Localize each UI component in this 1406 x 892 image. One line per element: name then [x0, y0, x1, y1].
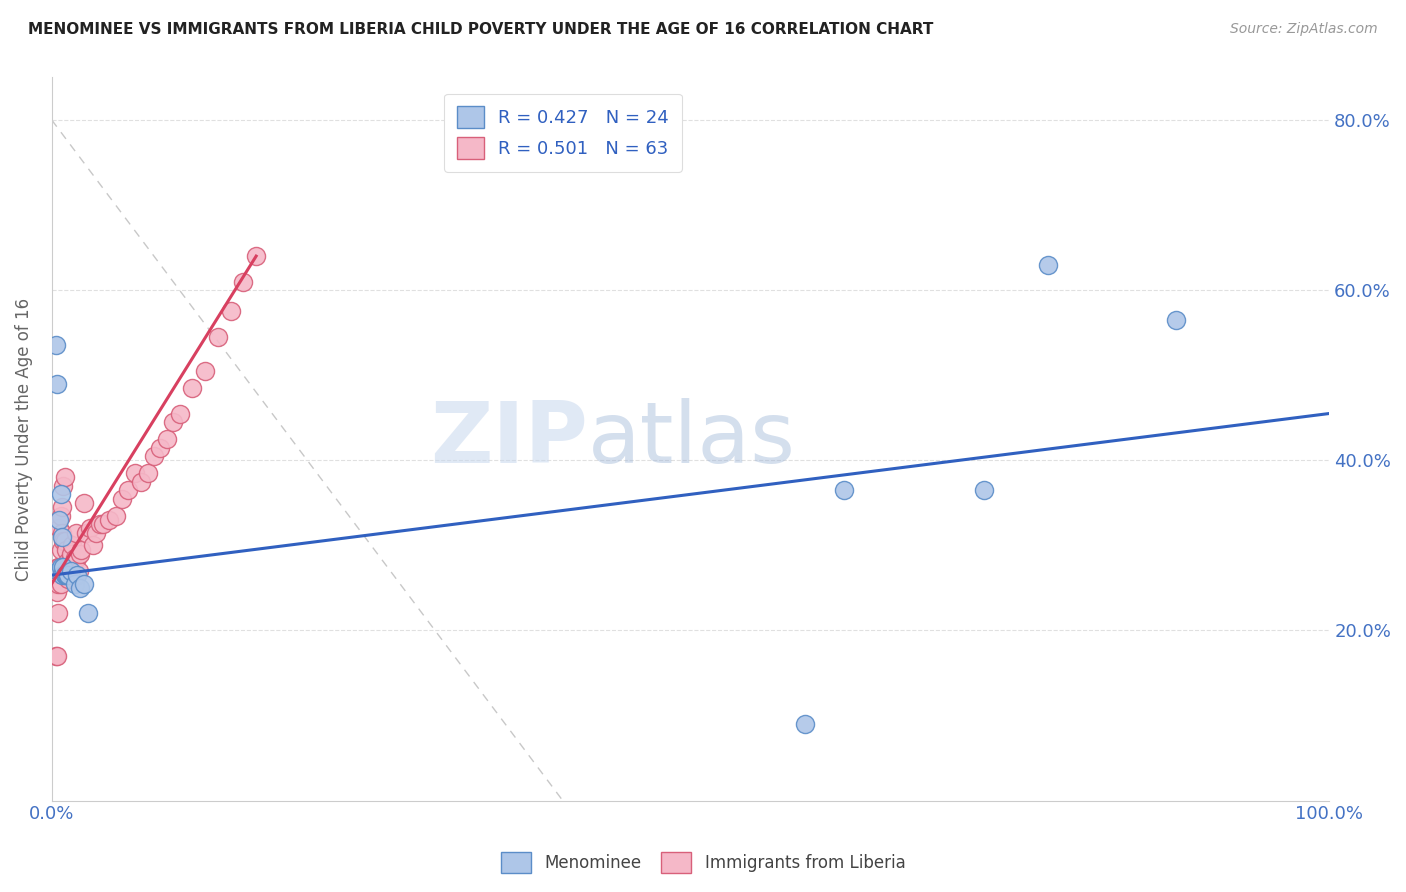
Point: [49, 487, 72, 501]
Point: [794, 717, 817, 731]
Point: [51, 500, 73, 514]
Point: [56, 555, 79, 569]
Point: [82, 538, 104, 552]
Point: [59, 547, 82, 561]
Point: [69, 547, 91, 561]
Point: [111, 491, 134, 506]
Point: [63, 576, 86, 591]
Point: [67, 564, 90, 578]
Point: [58, 573, 80, 587]
Text: Source: ZipAtlas.com: Source: ZipAtlas.com: [1230, 22, 1378, 37]
Point: [73, 576, 96, 591]
Point: [1164, 313, 1187, 327]
Point: [53, 470, 76, 484]
Point: [48, 513, 70, 527]
Point: [162, 415, 184, 429]
Legend: Menominee, Immigrants from Liberia: Menominee, Immigrants from Liberia: [494, 846, 912, 880]
Point: [89, 517, 111, 532]
Point: [59, 551, 82, 566]
Point: [49, 559, 72, 574]
Point: [149, 441, 172, 455]
Point: [46, 607, 69, 621]
Point: [45, 648, 67, 663]
Point: [51, 525, 73, 540]
Point: [51, 568, 73, 582]
Point: [52, 559, 75, 574]
Point: [60, 538, 83, 552]
Point: [46, 576, 69, 591]
Point: [65, 525, 87, 540]
Point: [66, 551, 89, 566]
Text: MENOMINEE VS IMMIGRANTS FROM LIBERIA CHILD POVERTY UNDER THE AGE OF 16 CORRELATI: MENOMINEE VS IMMIGRANTS FROM LIBERIA CHI…: [28, 22, 934, 37]
Point: [52, 534, 75, 549]
Point: [59, 564, 82, 578]
Point: [86, 525, 108, 540]
Point: [207, 330, 229, 344]
Point: [76, 607, 98, 621]
Point: [48, 521, 70, 535]
Point: [129, 475, 152, 489]
Point: [194, 364, 217, 378]
Point: [45, 585, 67, 599]
Point: [156, 432, 179, 446]
Point: [1038, 258, 1060, 272]
Point: [52, 479, 75, 493]
Point: [104, 508, 127, 523]
Point: [55, 568, 77, 582]
Point: [53, 568, 76, 582]
Point: [52, 568, 75, 582]
Text: ZIP: ZIP: [430, 398, 588, 481]
Point: [44, 576, 66, 591]
Point: [58, 568, 80, 582]
Point: [181, 381, 204, 395]
Point: [46, 559, 69, 574]
Point: [69, 581, 91, 595]
Point: [142, 449, 165, 463]
Point: [98, 513, 121, 527]
Point: [91, 517, 114, 532]
Point: [62, 559, 84, 574]
Point: [45, 648, 67, 663]
Point: [55, 542, 77, 557]
Point: [53, 534, 76, 549]
Point: [49, 576, 72, 591]
Point: [245, 249, 267, 263]
Point: [79, 521, 101, 535]
Point: [219, 304, 242, 318]
Point: [169, 407, 191, 421]
Point: [51, 564, 73, 578]
Point: [49, 542, 72, 557]
Point: [232, 275, 254, 289]
Point: [51, 530, 73, 544]
Point: [73, 496, 96, 510]
Point: [60, 559, 83, 574]
Point: [55, 568, 77, 582]
Point: [45, 376, 67, 391]
Point: [45, 338, 67, 352]
Point: [66, 568, 89, 582]
Y-axis label: Child Poverty Under the Age of 16: Child Poverty Under the Age of 16: [15, 297, 32, 581]
Point: [56, 568, 79, 582]
Point: [973, 483, 995, 497]
Point: [124, 466, 146, 480]
Point: [59, 559, 82, 574]
Legend: R = 0.427   N = 24, R = 0.501   N = 63: R = 0.427 N = 24, R = 0.501 N = 63: [444, 94, 682, 172]
Point: [63, 551, 86, 566]
Point: [53, 559, 76, 574]
Point: [117, 483, 139, 497]
Point: [46, 564, 69, 578]
Point: [136, 466, 159, 480]
Point: [70, 542, 93, 557]
Point: [49, 508, 72, 523]
Text: atlas: atlas: [588, 398, 796, 481]
Point: [45, 573, 67, 587]
Point: [48, 559, 70, 574]
Point: [75, 525, 97, 540]
Point: [832, 483, 855, 497]
